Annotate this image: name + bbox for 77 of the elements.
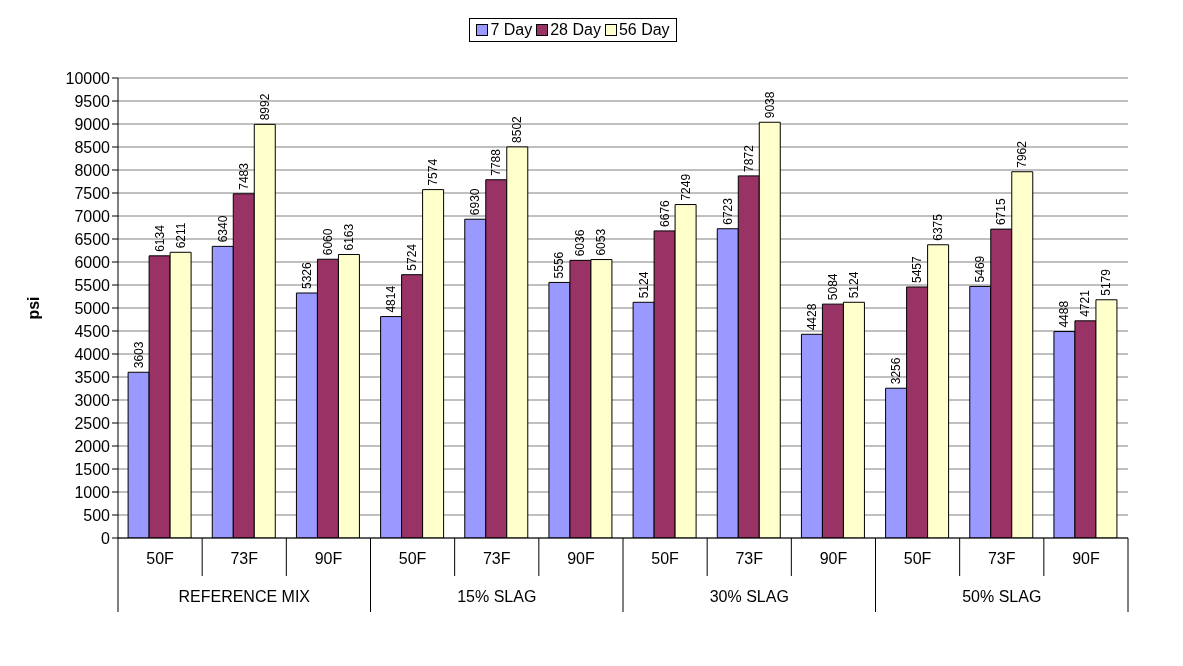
x-tick-label: 73F: [482, 550, 511, 567]
data-label: 7788: [489, 148, 504, 176]
y-tick-label: 500: [83, 506, 111, 524]
data-label: 6930: [468, 188, 483, 216]
data-label: 7249: [678, 173, 693, 201]
x-tick-label: 50F: [398, 550, 427, 567]
y-tick-label: 1500: [74, 460, 111, 478]
y-tick-label: 6500: [74, 230, 111, 248]
data-label: 8992: [257, 93, 272, 121]
data-label: 4721: [1078, 289, 1093, 317]
data-label: 7872: [741, 144, 756, 172]
y-tick-label: 4500: [74, 322, 111, 340]
y-tick-label: 5500: [74, 276, 111, 294]
data-label: 6211: [173, 222, 188, 249]
x-tick-label: 90F: [314, 550, 343, 567]
data-label: 5326: [299, 261, 314, 289]
text: 30% SLAG: [708, 588, 790, 606]
y-axis-title: psi: [24, 296, 42, 320]
y-tick-label: 7500: [74, 184, 111, 202]
text: 50% SLAG: [961, 588, 1043, 606]
x-tick-label: 50F: [651, 550, 680, 567]
data-label: 6715: [994, 198, 1009, 226]
data-label: 6723: [720, 197, 735, 225]
y-tick-label: 8000: [74, 161, 111, 179]
y-tick-label: 3000: [74, 391, 111, 409]
data-label: 9038: [762, 91, 777, 119]
x-tick-label: 90F: [567, 550, 595, 567]
x-tick-label: 73F: [987, 550, 1016, 567]
x-tick-label: 50F: [146, 550, 175, 567]
legend-label: 28 Day: [549, 21, 601, 39]
y-tick-label: 4000: [74, 345, 111, 363]
data-label: 6053: [594, 228, 609, 256]
y-tick-label: 10000: [65, 69, 111, 87]
data-label: 3256: [889, 357, 904, 385]
data-label: 4814: [384, 285, 399, 313]
data-label: 4428: [804, 303, 819, 331]
text: REFERENCE MIX: [177, 588, 312, 606]
x-tick-label: 90F: [1072, 550, 1100, 567]
data-label: 5469: [973, 255, 988, 283]
data-label: 5457: [910, 255, 925, 283]
y-tick-label: 2500: [74, 414, 111, 432]
data-label: 6163: [341, 223, 356, 251]
data-label: 5124: [636, 271, 651, 299]
x-tick-label: 73F: [735, 550, 764, 567]
y-tick-label: 7000: [74, 207, 111, 225]
data-label: 5556: [552, 251, 567, 279]
y-tick-label: 0: [101, 529, 111, 547]
data-label: 5084: [825, 273, 840, 301]
data-label: 8502: [510, 115, 525, 143]
legend-label: 7 Day: [489, 21, 533, 39]
y-tick-label: 9000: [74, 115, 111, 133]
y-tick-label: 2000: [74, 437, 111, 455]
legend-label: 56 Day: [617, 21, 670, 39]
data-label: 7962: [1015, 140, 1030, 168]
data-label: 6036: [573, 229, 588, 257]
data-label: 4488: [1057, 300, 1072, 328]
y-tick-label: 3500: [74, 368, 111, 386]
data-label: 7483: [236, 162, 251, 190]
data-label: 6134: [152, 224, 167, 252]
y-tick-label: 8500: [74, 138, 111, 156]
data-label: 5724: [405, 243, 420, 271]
data-label: 5179: [1099, 268, 1114, 296]
x-tick-label: 50F: [903, 550, 932, 567]
data-label: 6676: [657, 199, 672, 227]
x-tick-label: 90F: [819, 550, 848, 567]
x-tick-label: 73F: [230, 550, 259, 567]
data-label: 7574: [426, 158, 441, 186]
data-label: 5124: [846, 271, 861, 299]
y-tick-label: 9500: [74, 92, 111, 110]
data-label: 6340: [215, 215, 230, 243]
data-label: 6060: [320, 228, 335, 256]
y-tick-label: 6000: [74, 253, 111, 271]
text: 15% SLAG: [456, 588, 538, 606]
data-label: 6375: [931, 213, 946, 241]
data-label: 3603: [131, 341, 146, 369]
y-tick-label: 1000: [74, 483, 111, 501]
y-tick-label: 5000: [74, 299, 111, 317]
